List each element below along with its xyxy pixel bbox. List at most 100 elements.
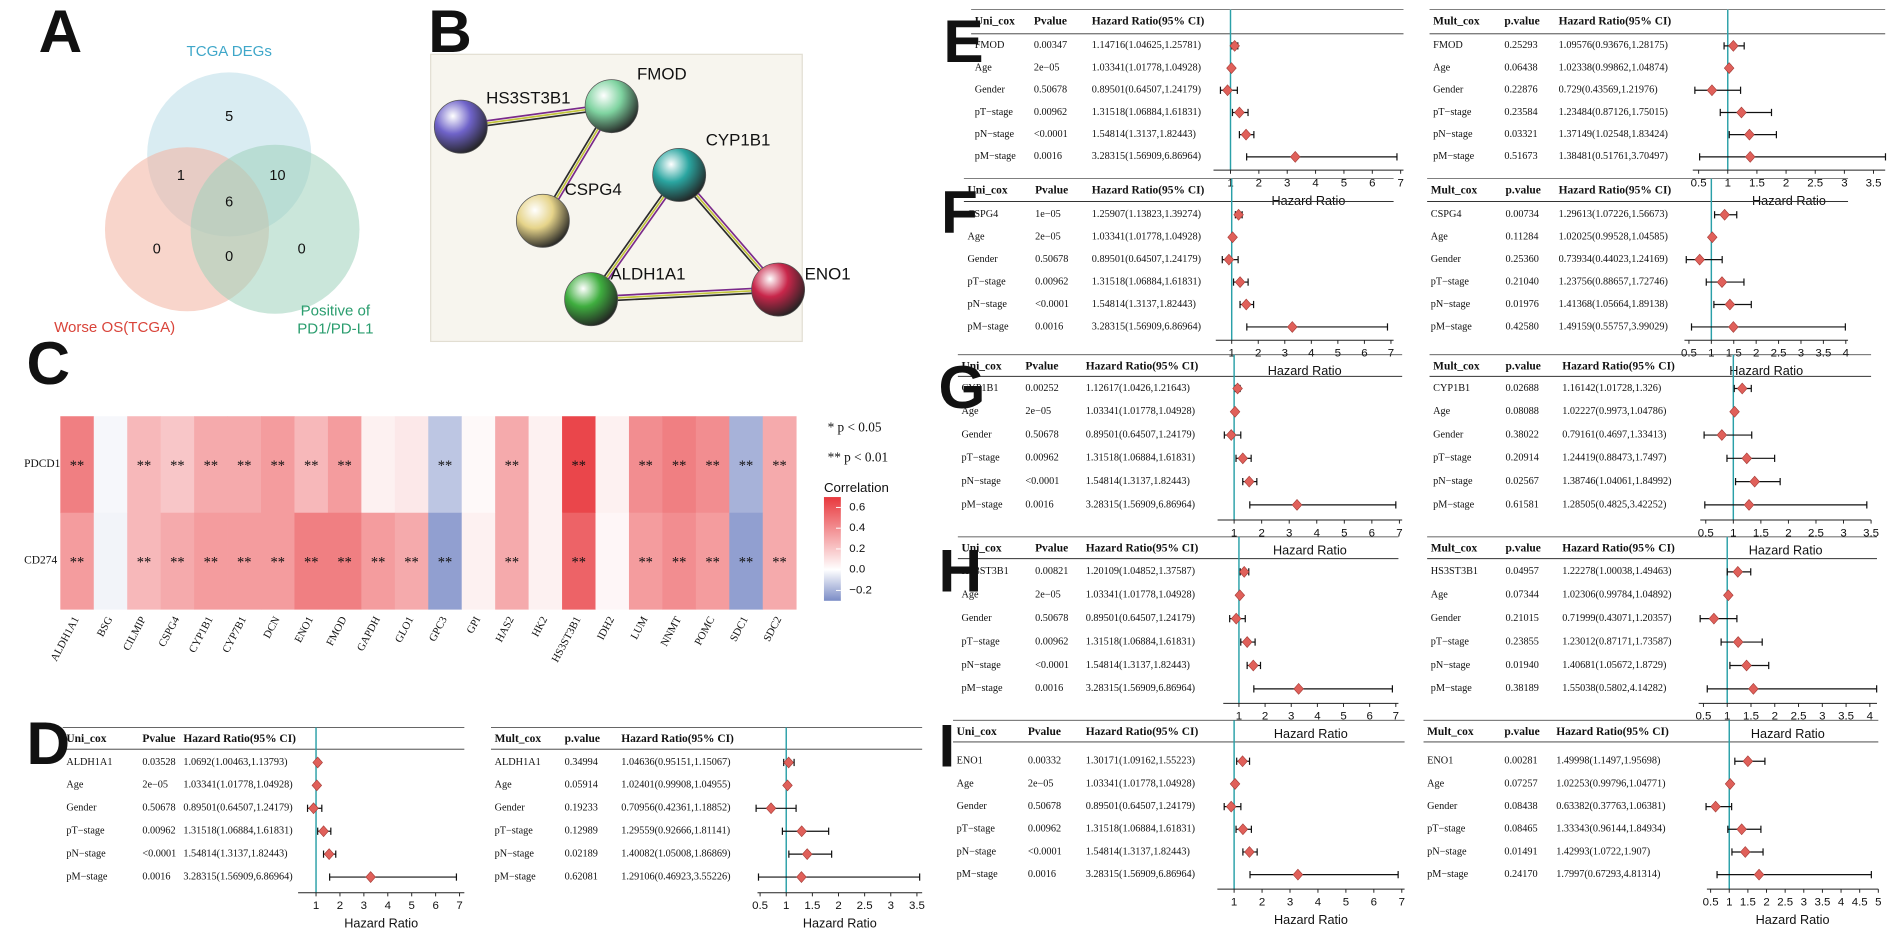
x-tick-label: 0.5: [1698, 527, 1714, 539]
row-label: pN−stage: [957, 846, 997, 857]
row-label: pN−stage: [1433, 476, 1473, 487]
row-label: Age: [1433, 406, 1451, 417]
x-axis-label: Hazard Ratio: [1274, 913, 1348, 927]
hazard-ratio-label: 1.31518(1.06884,1.61831): [1092, 276, 1201, 287]
p-value: 0.04957: [1506, 566, 1539, 577]
x-tick-label: 1: [1236, 711, 1242, 723]
hazard-ratio-point: [1707, 231, 1718, 244]
hazard-ratio-label: 1.02401(0.99908,1.04955): [621, 780, 730, 791]
x-tick-label: 2.5: [1807, 177, 1823, 189]
heatmap-cell: [495, 512, 529, 610]
hazard-ratio-label: 1.23756(0.88657,1.72746): [1559, 276, 1668, 287]
hazard-ratio-label: 1.54814(1.3137,1.82443): [1086, 660, 1190, 671]
x-tick-label: 1: [1229, 348, 1235, 360]
significance-label: **: [371, 555, 385, 571]
significance-note: * p < 0.05: [828, 419, 882, 434]
p-value: 0.0016: [1035, 321, 1063, 332]
x-tick-label: 3.5: [1814, 896, 1830, 908]
hazard-ratio-label: 1.55038(0.5802,4.14282): [1562, 683, 1666, 694]
heatmap-cell: [160, 416, 195, 514]
p-value: <0.0001: [142, 849, 176, 860]
table-header: Pvalue: [1025, 360, 1058, 372]
x-tick-label: 1: [1231, 527, 1237, 539]
hazard-ratio-point: [1225, 800, 1237, 813]
significance-label: **: [638, 555, 652, 571]
x-tick-label: 3.5: [909, 900, 925, 912]
x-tick-label: 1: [1227, 177, 1233, 189]
hazard-ratio-point: [1716, 429, 1728, 441]
heatmap-column-label: SDC2: [761, 615, 784, 644]
p-value: 2e−05: [1025, 406, 1051, 417]
hazard-ratio-label: 3.28315(1.56909,6.86964): [1086, 499, 1195, 510]
x-tick-label: 2.5: [1808, 527, 1824, 539]
x-axis-label: Hazard Ratio: [1756, 913, 1830, 927]
x-axis-label: Hazard Ratio: [803, 916, 877, 930]
hazard-ratio-label: 1.14716(1.04625,1.25781): [1092, 40, 1201, 51]
x-axis-label: Hazard Ratio: [344, 916, 418, 930]
colorbar-tick-label: 0.4: [849, 522, 866, 534]
row-label: FMOD: [1433, 40, 1463, 51]
hazard-ratio-label: 0.89501(0.64507,1.24179): [1086, 801, 1195, 812]
heatmap-cell: [729, 416, 764, 514]
row-label: pM−stage: [495, 871, 537, 882]
hazard-ratio-label: 0.70956(0.42361,1.18852): [621, 803, 730, 814]
p-value: 0.07257: [1504, 778, 1537, 789]
heatmap-cell: [327, 512, 362, 610]
significance-label: **: [438, 555, 452, 571]
row-label: pM−stage: [961, 499, 1003, 510]
x-tick-label: 4: [385, 900, 392, 912]
heatmap-cell: [495, 416, 529, 514]
hazard-ratio-label: 1.03341(1.01778,1.04928): [1092, 232, 1201, 243]
x-tick-label: 3: [1819, 711, 1825, 723]
x-tick-label: 2: [1785, 527, 1791, 539]
x-tick-label: 3: [1284, 177, 1290, 189]
p-value: 0.42580: [1506, 321, 1539, 332]
hazard-ratio-label: 1.23484(0.87126,1.75015): [1559, 107, 1668, 118]
x-axis-label: Hazard Ratio: [1751, 727, 1825, 741]
hazard-ratio-point: [1290, 150, 1301, 163]
heatmap-cell: [461, 416, 496, 514]
x-tick-label: 4: [1314, 711, 1321, 723]
hazard-ratio-point: [1744, 128, 1755, 141]
row-label: CYP1B1: [1433, 383, 1470, 394]
row-label: Gender: [968, 254, 999, 265]
x-tick-label: 3: [1841, 177, 1847, 189]
table-header: Mult_cox: [1427, 726, 1474, 738]
heatmap-cell: [327, 416, 362, 514]
x-tick-label: 4: [1315, 896, 1322, 908]
heatmap-cell: [93, 416, 128, 514]
hazard-ratio-point: [1232, 382, 1243, 395]
panel-letter: E: [943, 7, 983, 75]
row-label: pT−stage: [66, 826, 105, 837]
row-label: HS3ST3B1: [961, 566, 1008, 577]
heatmap-row-label: CD274: [24, 555, 57, 567]
p-value: 0.38022: [1506, 429, 1539, 440]
row-label: pN−stage: [1431, 660, 1471, 671]
x-tick-label: 1: [1725, 177, 1731, 189]
heatmap-column-label: HK2: [530, 615, 550, 639]
row-label: pT−stage: [1431, 636, 1470, 647]
p-value: 0.0016: [1035, 683, 1063, 694]
panel-letter: C: [27, 329, 71, 397]
hazard-ratio-point: [318, 825, 329, 838]
x-tick-label: 2.5: [1791, 711, 1807, 723]
hazard-ratio-point: [1225, 429, 1237, 441]
hazard-ratio-point: [1293, 682, 1304, 695]
network-node-label: FMOD: [637, 64, 687, 83]
x-tick-label: 3: [1288, 711, 1294, 723]
hazard-ratio-point: [1238, 565, 1250, 578]
p-value: 0.50678: [1028, 801, 1061, 812]
x-tick-label: 1.5: [804, 900, 820, 912]
hazard-ratio-label: 1.24419(0.88473,1.7497): [1562, 453, 1666, 464]
p-value: 0.25293: [1504, 40, 1537, 51]
hazard-ratio-label: 1.49159(0.55757,3.99029): [1559, 321, 1668, 332]
hazard-ratio-point: [1744, 150, 1756, 163]
hazard-ratio-label: 0.63382(0.37763,1.06381): [1556, 801, 1665, 812]
x-tick-label: 1: [1708, 348, 1714, 360]
row-label: Gender: [1431, 254, 1462, 265]
hazard-ratio-label: 3.28315(1.56909,6.86964): [1092, 151, 1201, 162]
hazard-ratio-point: [1234, 589, 1246, 602]
p-value: 0.12989: [565, 826, 598, 837]
hazard-ratio-point: [1237, 452, 1249, 465]
